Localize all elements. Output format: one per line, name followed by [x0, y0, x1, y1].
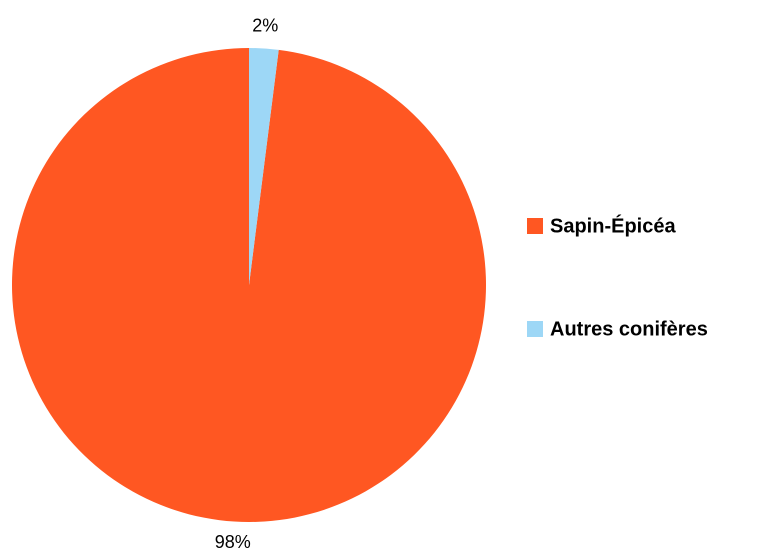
legend-swatch	[527, 218, 543, 234]
pie-slice	[249, 48, 279, 285]
legend-label: Autres conifères	[550, 318, 708, 340]
legend-swatch	[527, 321, 543, 337]
data-label: 98%	[215, 532, 251, 552]
pie-slice	[11, 48, 486, 522]
data-label: 2%	[252, 15, 278, 35]
legend-label: Sapin-Épicéa	[550, 214, 676, 237]
